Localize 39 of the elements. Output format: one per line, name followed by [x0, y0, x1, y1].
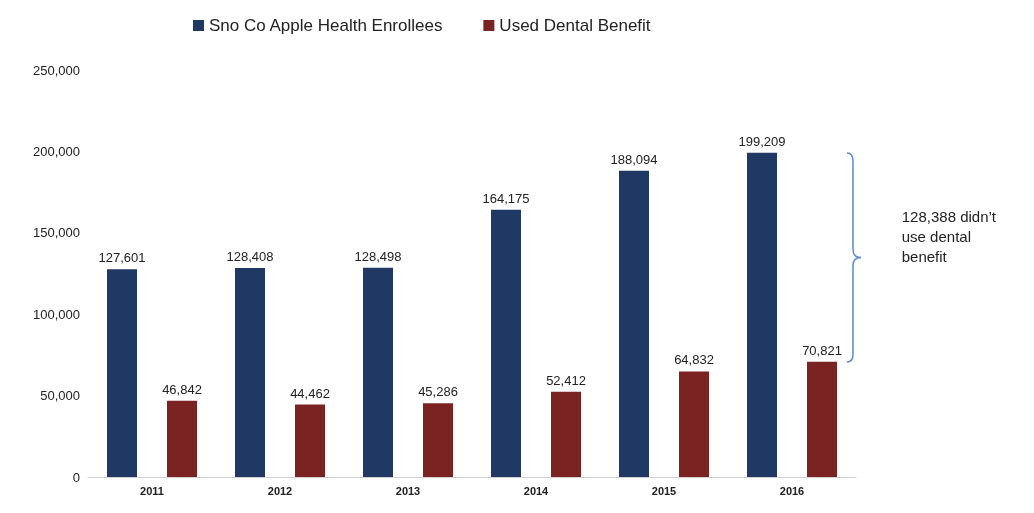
bar: [235, 267, 265, 477]
x-tick-label: 2016: [779, 484, 805, 497]
x-tick-label: 2015: [651, 484, 677, 497]
data-label: 64,832: [674, 352, 714, 368]
x-tick-label: 2012: [267, 484, 293, 497]
legend-label: Sno Co Apple Health Enrollees: [209, 16, 443, 35]
text: 128,388 didn’t use dental benefit: [901, 207, 997, 265]
bar: [167, 400, 197, 477]
data-label: 128,408: [226, 248, 274, 264]
bar: [551, 391, 581, 477]
data-label: 127,601: [98, 250, 146, 266]
data-label: 46,842: [162, 381, 202, 397]
bar: [807, 361, 837, 477]
bar: [747, 152, 777, 477]
data-label: 199,209: [738, 133, 786, 149]
bar: [619, 170, 649, 477]
y-tick-label: 250,000: [33, 62, 80, 78]
data-label: 44,462: [290, 385, 330, 401]
data-label: 188,094: [610, 151, 658, 167]
legend-label: Used Dental Benefit: [499, 16, 651, 35]
y-tick-label: 100,000: [33, 306, 80, 322]
y-tick-label: 150,000: [33, 225, 80, 241]
x-tick-label: 2014: [523, 484, 550, 497]
bar: [423, 403, 453, 477]
y-tick-label: 0: [72, 469, 80, 485]
bar: [363, 267, 393, 477]
bar: [679, 371, 709, 477]
bar: [491, 209, 521, 477]
x-tick-label: 2013: [395, 484, 421, 497]
bar: [295, 404, 325, 477]
bar: [107, 269, 137, 477]
data-label: 164,175: [482, 190, 530, 206]
data-label: 128,498: [354, 248, 402, 264]
x-tick-label: 2011: [140, 484, 164, 497]
data-label: 70,821: [802, 342, 842, 358]
y-tick-label: 50,000: [40, 388, 80, 404]
data-label: 45,286: [418, 384, 458, 400]
y-tick-label: 200,000: [33, 143, 80, 159]
data-label: 52,412: [546, 372, 586, 388]
